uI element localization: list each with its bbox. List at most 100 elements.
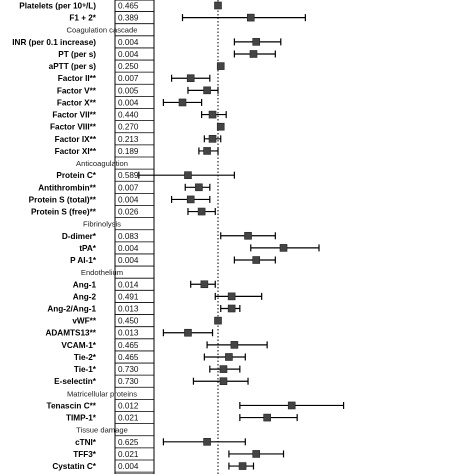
estimate-marker (279, 244, 288, 252)
estimate-marker (200, 280, 209, 289)
forest-row: Protein S (free)** 0.026 (31, 207, 216, 219)
row-label: INR (per 0.1 increase) (12, 38, 96, 47)
p-value: 0.021 (118, 414, 139, 423)
forest-row: Platelets (per 10⁹/L) 0.465 (19, 1, 222, 12)
estimate-marker (252, 450, 261, 458)
row-label: PT (per s) (58, 50, 96, 59)
forest-row: INR (per 0.1 increase) 0.004 (12, 38, 282, 49)
row-label: vWF** (72, 317, 96, 326)
forest-row: tPA* 0.004 (79, 244, 320, 255)
p-value: 0.007 (118, 183, 139, 192)
p-value: 0.213 (118, 135, 139, 144)
p-value: 0.440 (118, 111, 139, 120)
estimate-marker (244, 231, 252, 240)
row-label: Factor XI** (55, 147, 97, 156)
row-label: Factor VII** (52, 111, 96, 120)
forest-row: Factor XI** 0.189 (55, 147, 219, 158)
row-label: Protein S (free)** (31, 208, 97, 217)
row-label: Ang-1 (73, 280, 97, 289)
forest-row: VCAM-1* 0.465 (61, 341, 268, 352)
estimate-marker (249, 50, 258, 58)
forest-row: PT (per s) 0.004 (58, 50, 276, 61)
group-header: Matricellular proteins (67, 389, 154, 400)
p-value: 0.465 (118, 341, 139, 350)
p-value: 0.005 (118, 86, 139, 95)
estimate-marker (178, 98, 187, 107)
group-header-label: Anticoagulation (76, 159, 128, 168)
row-label: tPA* (79, 244, 96, 253)
forest-row: vWF** 0.450 (72, 316, 222, 328)
estimate-marker (184, 171, 192, 179)
group-header: Tissue damage (76, 426, 154, 437)
row-label: Factor II** (58, 74, 97, 83)
row-label: Tie-1* (74, 365, 97, 374)
p-value: 0.270 (118, 123, 139, 132)
forest-row: D-dimer* 0.083 (62, 231, 276, 243)
p-value: 0.004 (118, 195, 139, 204)
p-value: 0.250 (118, 62, 139, 71)
row-label: P AI-1* (70, 256, 97, 265)
forest-row: TFF3* 0.021 (73, 450, 285, 461)
row-label: F1 + 2* (69, 14, 96, 23)
estimate-marker (214, 316, 222, 325)
estimate-marker (195, 183, 203, 192)
p-value: 0.014 (118, 280, 139, 289)
forest-row: Ang-2 0.491 (73, 292, 263, 303)
group-header: Anticoagulation (76, 159, 154, 170)
forest-row: Antithrombin** 0.007 (38, 183, 211, 194)
forest-row: aPTT (per s) 0.250 (49, 62, 225, 73)
estimate-marker (208, 110, 217, 119)
row-label: Factor IX** (55, 135, 97, 144)
forest-row: Tenascin C** 0.012 (47, 401, 345, 412)
row-label: Ang-2/Ang-1 (47, 305, 96, 314)
p-value-column (114, 0, 155, 474)
group-header: Fibrinolysis (83, 220, 154, 231)
estimate-marker (225, 353, 233, 361)
estimate-marker (263, 413, 271, 422)
group-header: Coagulation cascade (67, 26, 154, 37)
row-label: Factor X** (57, 98, 97, 107)
p-value: 0.189 (118, 147, 139, 156)
group-header-label: Fibrinolysis (83, 220, 121, 229)
group-header-label: Matricellular proteins (67, 389, 137, 398)
p-value: 0.013 (118, 305, 139, 314)
group-header: Endothelium (81, 268, 154, 279)
p-value: 0.083 (118, 232, 139, 241)
p-value: 0.013 (118, 329, 139, 338)
estimate-marker (227, 292, 236, 301)
estimate-marker (214, 1, 222, 10)
forest-row: Factor II** 0.007 (58, 74, 211, 85)
row-label: Factor VIII** (50, 123, 97, 132)
p-value: 0.730 (118, 377, 139, 386)
row-label: cTNI* (75, 438, 97, 447)
row-label: TIMP-1* (66, 414, 97, 423)
row-label: D-dimer* (62, 232, 97, 241)
row-label: aPTT (per s) (49, 62, 97, 71)
forest-row: Factor X** 0.004 (57, 98, 203, 109)
row-label: E-selectin* (54, 377, 97, 386)
forest-row: Factor IX** 0.213 (55, 135, 222, 146)
estimate-marker (203, 86, 211, 95)
estimate-marker (252, 38, 261, 46)
p-value: 0.625 (118, 438, 139, 447)
forest-row: Ang-1 0.014 (73, 280, 216, 291)
p-value: 0.004 (118, 462, 139, 471)
estimate-marker (238, 462, 247, 470)
estimate-marker (219, 365, 228, 373)
estimate-marker (287, 401, 296, 410)
p-value: 0.465 (118, 353, 139, 362)
group-header-label: Endothelium (81, 268, 123, 277)
estimate-marker (208, 135, 217, 143)
estimate-marker (197, 207, 206, 216)
estimate-marker (186, 74, 195, 83)
forest-row: Factor VIII** 0.270 (50, 123, 225, 134)
row-label: ADAMTS13** (45, 329, 96, 338)
forest-row: Factor VII** 0.440 (52, 110, 227, 122)
estimate-marker (203, 147, 211, 155)
row-label: Platelets (per 10⁹/L) (19, 2, 96, 11)
estimate-marker (227, 304, 236, 313)
row-label: Ang-2 (73, 292, 97, 301)
row-label: VCAM-1* (61, 341, 96, 350)
p-value: 0.012 (118, 401, 139, 410)
